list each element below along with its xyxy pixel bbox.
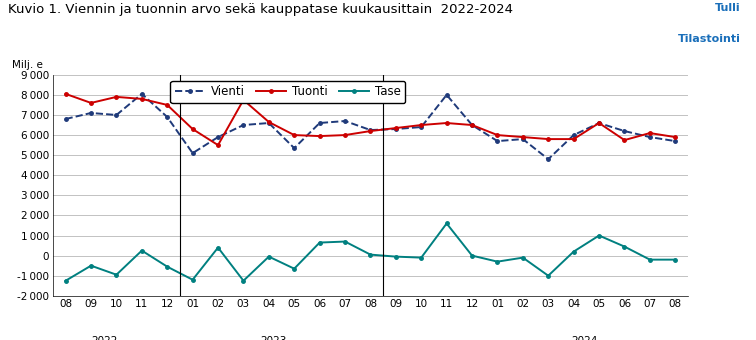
- Tuonti: [646, 131, 655, 135]
- Vienti: [493, 139, 502, 143]
- Tase: [467, 254, 476, 258]
- Tuonti: [594, 121, 603, 125]
- Tase: [86, 264, 95, 268]
- Tase: [138, 249, 147, 253]
- Vienti: [442, 93, 451, 97]
- Tase: [366, 253, 375, 257]
- Vienti: [544, 157, 553, 161]
- Tuonti: [544, 137, 553, 141]
- Tase: [188, 278, 197, 282]
- Vienti: [340, 119, 349, 123]
- Tuonti: [138, 97, 147, 101]
- Text: 2022: 2022: [91, 336, 118, 340]
- Text: Milj. e: Milj. e: [11, 61, 42, 70]
- Vienti: [213, 135, 222, 139]
- Tuonti: [366, 129, 375, 133]
- Vienti: [163, 115, 172, 119]
- Tuonti: [290, 133, 299, 137]
- Vienti: [594, 121, 603, 125]
- Tuonti: [519, 135, 528, 139]
- Tuonti: [569, 137, 578, 141]
- Vienti: [315, 121, 324, 125]
- Tase: [340, 239, 349, 243]
- Vienti: [620, 129, 629, 133]
- Tase: [392, 255, 401, 259]
- Vienti: [290, 146, 299, 150]
- Legend: Vienti, Tuonti, Tase: Vienti, Tuonti, Tase: [170, 81, 405, 103]
- Tase: [594, 234, 603, 238]
- Vienti: [671, 139, 680, 143]
- Tuonti: [442, 121, 451, 125]
- Vienti: [86, 111, 95, 115]
- Text: Kuvio 1. Viennin ja tuonnin arvo sekä kauppatase kuukausittain  2022-2024: Kuvio 1. Viennin ja tuonnin arvo sekä ka…: [8, 3, 513, 16]
- Tuonti: [467, 123, 476, 127]
- Text: 2023: 2023: [260, 336, 287, 340]
- Vienti: [265, 121, 274, 125]
- Vienti: [239, 123, 248, 127]
- Tase: [544, 274, 553, 278]
- Vienti: [61, 117, 70, 121]
- Tase: [315, 240, 324, 244]
- Vienti: [138, 92, 147, 96]
- Line: Vienti: Vienti: [64, 92, 677, 161]
- Tuonti: [163, 103, 172, 107]
- Tase: [112, 273, 121, 277]
- Line: Tase: Tase: [64, 222, 677, 283]
- Tase: [569, 250, 578, 254]
- Vienti: [646, 135, 655, 139]
- Tase: [239, 279, 248, 283]
- Line: Tuonti: Tuonti: [64, 92, 677, 147]
- Text: Tulli: Tulli: [715, 3, 741, 13]
- Tase: [265, 255, 274, 259]
- Vienti: [366, 128, 375, 132]
- Tuonti: [188, 127, 197, 131]
- Vienti: [467, 123, 476, 127]
- Tuonti: [340, 133, 349, 137]
- Tase: [620, 244, 629, 249]
- Vienti: [417, 125, 426, 129]
- Vienti: [188, 151, 197, 155]
- Tuonti: [671, 135, 680, 139]
- Text: 2024: 2024: [571, 336, 597, 340]
- Tuonti: [493, 133, 502, 137]
- Vienti: [569, 133, 578, 137]
- Tase: [519, 256, 528, 260]
- Tuonti: [392, 126, 401, 130]
- Tase: [417, 256, 426, 260]
- Tase: [213, 245, 222, 250]
- Tase: [163, 265, 172, 269]
- Tuonti: [86, 101, 95, 105]
- Tuonti: [620, 138, 629, 142]
- Text: Tilastointi: Tilastointi: [678, 34, 741, 44]
- Vienti: [519, 137, 528, 141]
- Tase: [493, 260, 502, 264]
- Tase: [646, 258, 655, 262]
- Tuonti: [239, 98, 248, 102]
- Tuonti: [112, 95, 121, 99]
- Tuonti: [61, 92, 70, 96]
- Tase: [290, 267, 299, 271]
- Tuonti: [315, 134, 324, 138]
- Tuonti: [213, 143, 222, 147]
- Vienti: [112, 113, 121, 117]
- Tase: [671, 258, 680, 262]
- Tase: [61, 279, 70, 283]
- Tuonti: [265, 120, 274, 124]
- Tase: [442, 221, 451, 225]
- Vienti: [392, 127, 401, 131]
- Tuonti: [417, 123, 426, 127]
